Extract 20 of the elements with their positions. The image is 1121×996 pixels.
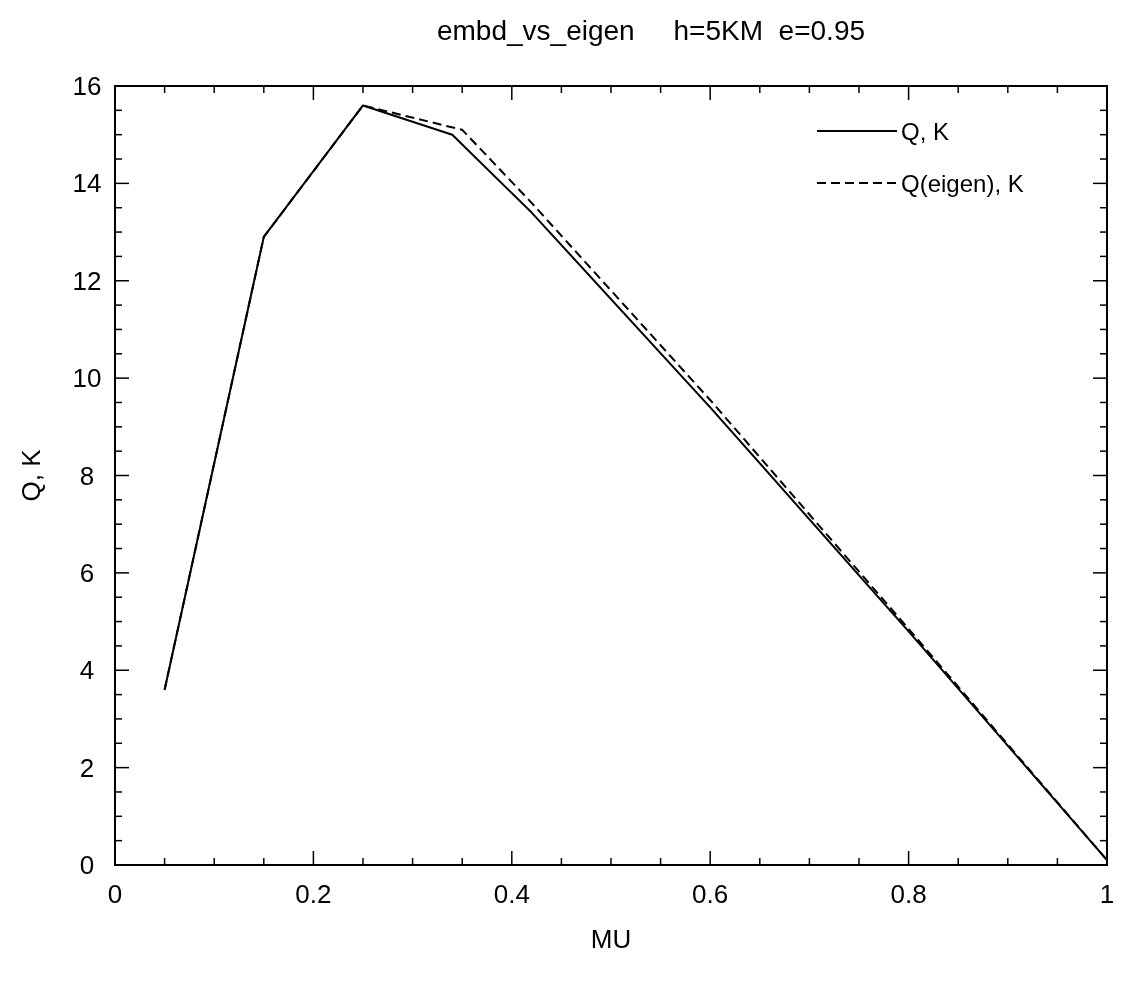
x-tick-label: 0.2 [295,879,332,909]
y-tick-label: 10 [72,363,102,394]
x-tick-label: 0.6 [692,879,729,909]
x-tick-label: 0 [107,879,123,909]
x-axis-title: MU [590,924,632,954]
y-tick-label: 12 [72,265,102,296]
y-tick-label: 0 [79,850,95,880]
y-tick-label: 16 [72,71,102,101]
y-tick-label: 14 [72,168,102,199]
legend-label: Q, K [901,118,950,145]
y-tick-label: 6 [79,557,95,588]
y-tick-label: 2 [79,752,95,783]
y-axis-title: Q, K [16,448,46,502]
chart-title: embd_vs_eigen h=5KM e=0.95 [436,15,866,46]
x-tick-label: 1 [1099,879,1115,909]
x-tick-label: 0.4 [493,879,530,909]
y-tick-label: 8 [79,460,95,491]
y-tick-label: 4 [79,655,95,686]
legend-label: Q(eigen), K [901,170,1024,197]
x-tick-label: 0.8 [890,879,927,909]
